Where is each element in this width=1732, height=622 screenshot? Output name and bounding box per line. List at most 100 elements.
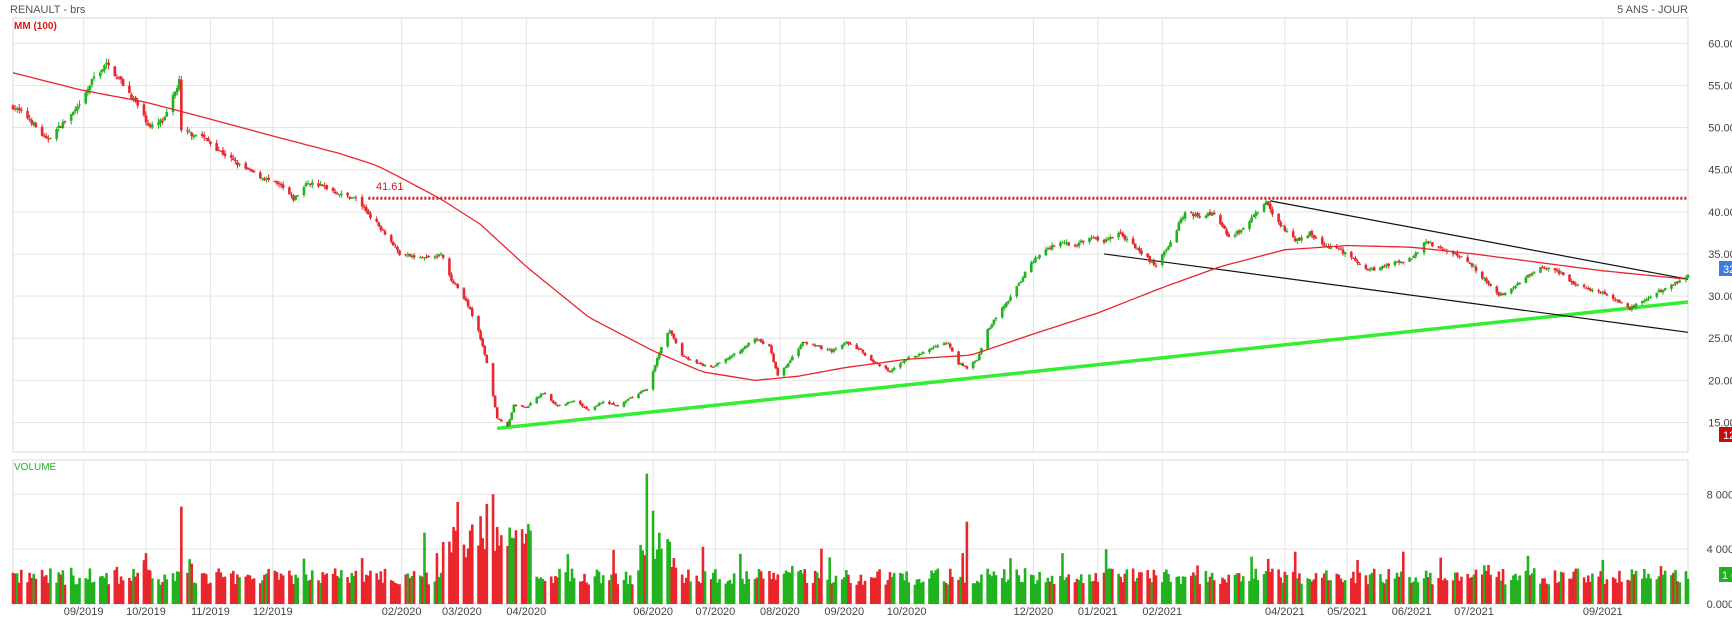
support-trendline xyxy=(497,300,1689,431)
candle-body xyxy=(1458,256,1461,258)
volume-bar xyxy=(1674,570,1677,604)
chart-period[interactable]: 5 ANS - JOUR xyxy=(1617,4,1688,16)
volume-bar xyxy=(543,580,547,604)
volume-bar xyxy=(1599,571,1603,604)
volume-bar xyxy=(1075,578,1079,604)
volume-bar xyxy=(103,577,106,604)
candle-body xyxy=(1121,232,1125,237)
candle-body xyxy=(811,344,815,346)
volume-bar xyxy=(1306,578,1309,604)
candle-body xyxy=(1021,277,1025,282)
candle-body xyxy=(1437,246,1440,248)
volume-bar xyxy=(660,548,663,604)
candle-body xyxy=(479,330,482,340)
candle-body xyxy=(1000,307,1004,318)
candle-body xyxy=(217,150,221,152)
candle-body xyxy=(180,79,183,131)
volume-bar xyxy=(992,571,996,604)
candle-body xyxy=(1320,237,1324,245)
candle-body xyxy=(1293,238,1297,242)
volume-bar xyxy=(88,568,92,604)
last-volume-badge xyxy=(1719,567,1732,582)
volume-bar xyxy=(921,581,925,604)
volume-bar xyxy=(624,571,628,604)
candle-body xyxy=(1036,257,1039,259)
candle-body xyxy=(1002,305,1006,309)
volume-bar xyxy=(730,583,734,604)
candle-body xyxy=(863,352,867,356)
volume-bar xyxy=(1023,568,1027,604)
candle-body xyxy=(726,358,730,360)
axis-labels: 15.00 20.00 25.00 30.00 35.00 40.00 45.00 50.00… xyxy=(64,38,1732,618)
candle-body xyxy=(1254,212,1258,217)
candle-body xyxy=(1516,283,1519,286)
volume-bar xyxy=(1108,568,1112,604)
volume-bar xyxy=(1320,577,1324,604)
candle-body xyxy=(175,88,179,93)
volume-bar xyxy=(1501,568,1505,604)
candle-body xyxy=(317,183,320,187)
volume-bar xyxy=(1422,578,1426,604)
volume-bar xyxy=(612,549,615,604)
volume-bar xyxy=(622,579,626,604)
volume-bar xyxy=(556,577,559,604)
volume-bar xyxy=(40,569,44,604)
candle-body xyxy=(845,341,848,343)
volume-bar xyxy=(541,578,545,604)
volume-bar xyxy=(892,573,896,604)
candle-body xyxy=(1352,257,1355,259)
volume-bar xyxy=(1335,573,1339,604)
volume-bar xyxy=(433,581,437,604)
candle-body xyxy=(1528,274,1532,276)
volume-bar xyxy=(250,579,254,604)
candle-body xyxy=(899,363,902,368)
volume-bar xyxy=(919,582,923,604)
volume-bar xyxy=(1358,572,1361,604)
chart-title: RENAULT - brs xyxy=(10,4,86,16)
volume-bar xyxy=(1088,574,1091,604)
volume-bar xyxy=(1568,578,1571,604)
volume-bar xyxy=(1150,582,1154,604)
candle-body xyxy=(454,283,457,285)
volume-bar xyxy=(1618,570,1621,604)
candle-body xyxy=(1225,229,1228,235)
volume-bar xyxy=(948,568,952,604)
candle-body xyxy=(78,104,81,106)
candle-body xyxy=(101,69,104,72)
candle-body xyxy=(919,354,923,356)
candle-body xyxy=(849,343,852,345)
volume-bar xyxy=(340,570,343,604)
volume-bar xyxy=(1657,576,1661,604)
volume-bar xyxy=(1237,573,1241,604)
volume-bar xyxy=(379,571,383,604)
price-tick-label: 60.00 xyxy=(1708,38,1732,50)
price-tick-label: 40.00 xyxy=(1708,207,1732,219)
candle-body xyxy=(776,367,780,376)
candle-body xyxy=(335,193,339,195)
volume-bar xyxy=(637,570,640,604)
candle-body xyxy=(506,421,509,427)
candle-body xyxy=(462,288,466,299)
candle-body xyxy=(1048,248,1052,250)
volume-bar xyxy=(1437,578,1440,604)
volume-bar xyxy=(350,573,354,604)
volume-bar xyxy=(1497,571,1501,604)
candle-body xyxy=(1281,225,1285,227)
volume-bar xyxy=(84,578,88,604)
volume-bar xyxy=(1048,581,1052,604)
candle-body xyxy=(1154,265,1158,267)
volume-bar xyxy=(1372,568,1376,604)
candle-body xyxy=(398,250,401,256)
volume-bar xyxy=(1451,580,1455,604)
candle-body xyxy=(1277,213,1280,222)
candle-body xyxy=(1208,212,1212,216)
candle-body xyxy=(1291,231,1295,238)
volume-bar xyxy=(1005,582,1008,604)
candle-body xyxy=(1314,237,1318,239)
volume-bar xyxy=(1514,573,1517,604)
candle-body xyxy=(901,361,904,363)
volume-bar xyxy=(601,575,605,604)
candle-body xyxy=(510,412,514,420)
volume-bar xyxy=(1337,574,1341,604)
candle-body xyxy=(813,344,817,347)
